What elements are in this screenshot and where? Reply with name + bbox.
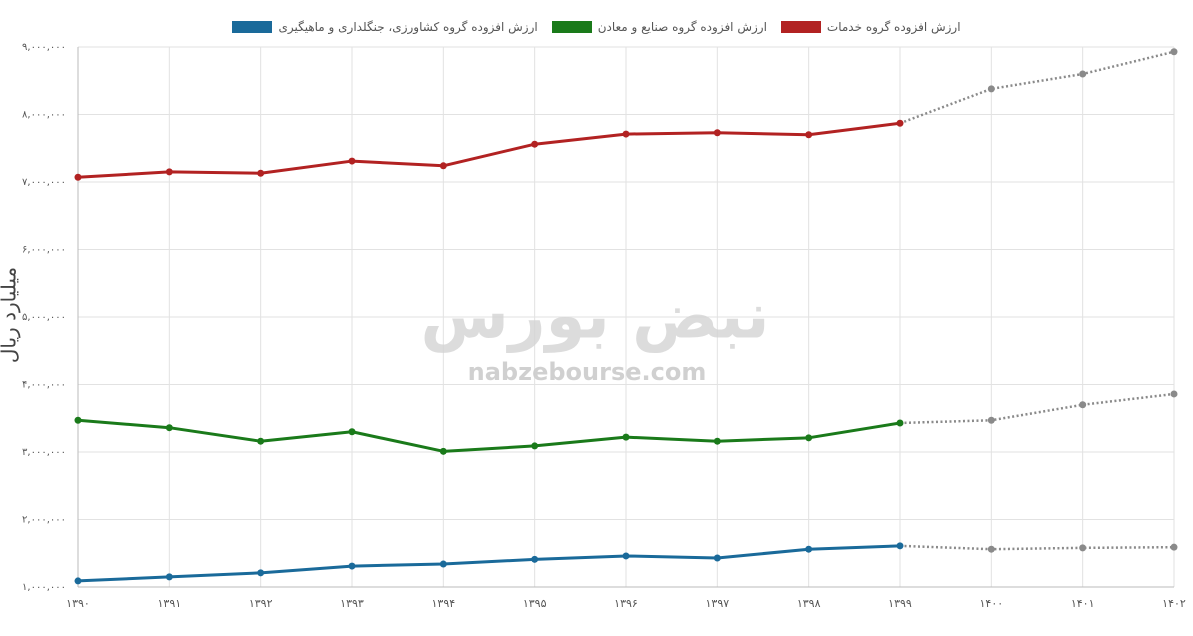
legend-label: ارزش افزوده گروه صنایع و معادن xyxy=(597,20,767,34)
x-tick-label: ۱۳۹۶ xyxy=(614,597,638,610)
point xyxy=(1170,48,1178,56)
y-tick-label: ۱,۰۰۰,۰۰۰ xyxy=(22,582,66,593)
x-tick-label: ۱۴۰۱ xyxy=(1071,597,1095,610)
y-tick-label: ۶,۰۰۰,۰۰۰ xyxy=(22,245,66,256)
point xyxy=(257,569,265,577)
point xyxy=(165,573,173,581)
legend-label: ارزش افزوده گروه خدمات xyxy=(826,20,961,34)
point xyxy=(74,173,82,181)
point xyxy=(1079,544,1087,552)
point xyxy=(713,437,721,445)
point xyxy=(165,168,173,176)
point xyxy=(987,416,995,424)
y-tick-label: ۴,۰۰۰,۰۰۰ xyxy=(22,380,66,391)
y-axis-title: میلیارد ریال xyxy=(0,267,21,363)
point xyxy=(531,140,539,148)
legend-item[interactable]: ارزش افزوده گروه کشاورزی، جنگلداری و ماه… xyxy=(232,20,538,34)
projection-line xyxy=(899,544,1175,551)
legend: ارزش افزوده گروه کشاورزی، جنگلداری و ماه… xyxy=(0,20,1193,34)
y-tick-label: ۳,۰۰۰,۰۰۰ xyxy=(22,447,66,458)
point xyxy=(805,434,813,442)
watermark-title: نبض بورس xyxy=(420,280,769,354)
point xyxy=(1079,401,1087,409)
point xyxy=(439,447,447,455)
point xyxy=(257,437,265,445)
y-tick-label: ۵,۰۰۰,۰۰۰ xyxy=(22,312,66,323)
x-tick-label: ۱۳۹۱ xyxy=(158,597,182,610)
point xyxy=(531,442,539,450)
x-tick-label: ۱۳۹۸ xyxy=(797,597,821,610)
point xyxy=(896,119,904,127)
point xyxy=(348,157,356,165)
point xyxy=(74,577,82,585)
point xyxy=(1079,70,1087,78)
point xyxy=(1170,390,1178,398)
point xyxy=(987,85,995,93)
x-tick-label: ۱۳۹۹ xyxy=(888,597,912,610)
point xyxy=(805,131,813,139)
legend-swatch xyxy=(232,21,273,33)
legend-swatch xyxy=(780,21,821,33)
x-tick-label: ۱۳۹۴ xyxy=(432,597,456,610)
x-tick-label: ۱۳۹۵ xyxy=(523,597,547,610)
y-tick-label: ۸,۰۰۰,۰۰۰ xyxy=(22,110,66,121)
x-tick-label: ۱۳۹۳ xyxy=(340,597,364,610)
x-tick-label: ۱۴۰۰ xyxy=(980,597,1004,610)
y-tick-label: ۹,۰۰۰,۰۰۰ xyxy=(22,42,66,53)
series-line xyxy=(77,544,901,583)
point xyxy=(896,419,904,427)
point xyxy=(439,162,447,170)
x-tick-label: ۱۳۹۰ xyxy=(66,597,90,610)
x-tick-label: ۱۳۹۷ xyxy=(706,597,730,610)
watermark-site: nabzebourse.com xyxy=(468,358,707,386)
point xyxy=(1170,543,1178,551)
x-tick-label: ۱۳۹۲ xyxy=(249,597,273,610)
series-line xyxy=(77,418,901,453)
legend-swatch xyxy=(551,21,592,33)
point xyxy=(805,545,813,553)
point xyxy=(257,169,265,177)
point xyxy=(74,416,82,424)
point xyxy=(348,562,356,570)
point xyxy=(165,424,173,432)
legend-item[interactable]: ارزش افزوده گروه خدمات xyxy=(780,20,961,34)
y-tick-label: ۲,۰۰۰,۰۰۰ xyxy=(22,515,66,526)
legend-label: ارزش افزوده گروه کشاورزی، جنگلداری و ماه… xyxy=(278,20,538,34)
series-line xyxy=(77,121,901,179)
point xyxy=(713,554,721,562)
y-tick-label: ۷,۰۰۰,۰۰۰ xyxy=(22,177,66,188)
point xyxy=(348,428,356,436)
x-tick-label: ۱۴۰۲ xyxy=(1162,597,1186,610)
point xyxy=(531,555,539,563)
point xyxy=(713,129,721,137)
point xyxy=(896,542,904,550)
point xyxy=(622,130,630,138)
point xyxy=(622,433,630,441)
point xyxy=(439,560,447,568)
point xyxy=(622,552,630,560)
point xyxy=(987,545,995,553)
legend-item[interactable]: ارزش افزوده گروه صنایع و معادن xyxy=(551,20,767,34)
projection-line xyxy=(899,392,1175,425)
projection-line xyxy=(899,50,1175,125)
